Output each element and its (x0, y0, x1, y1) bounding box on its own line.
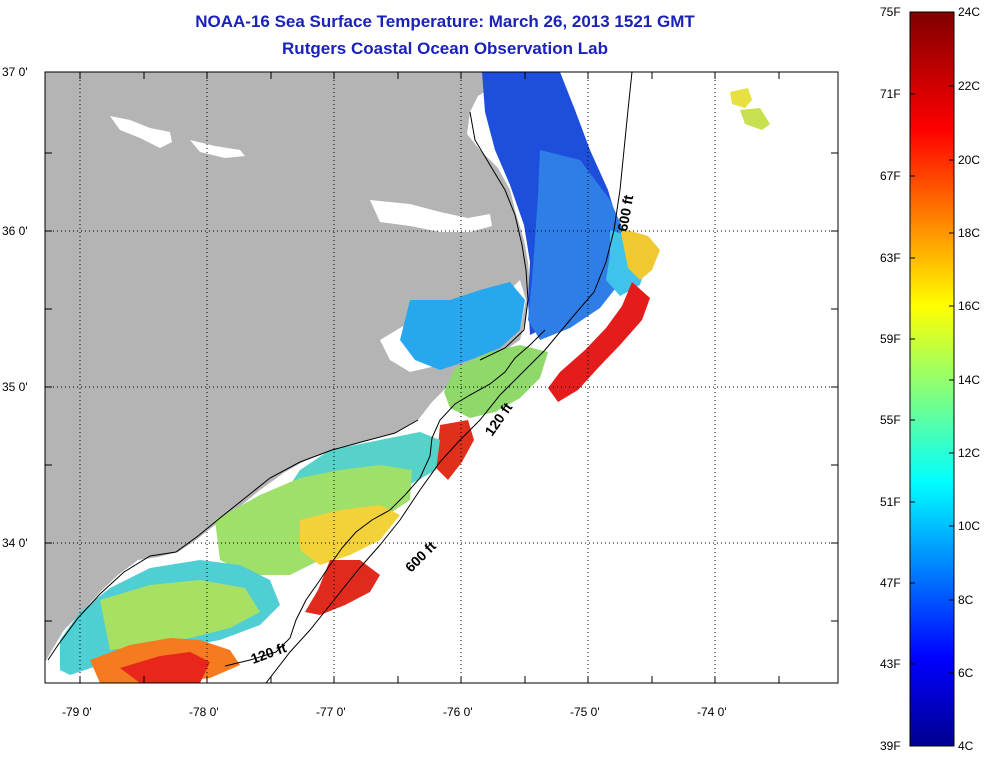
map-frame (44, 71, 839, 684)
cbar-f-63: 63F (880, 251, 901, 265)
cbar-c-8: 8C (958, 593, 974, 607)
coastline-south (47, 419, 419, 661)
sst-capefear-red (305, 560, 380, 615)
chesapeake-bay (110, 116, 172, 148)
sst-outer-banks-green (444, 345, 548, 418)
cbar-f-55: 55F (880, 413, 901, 427)
sst-south-red (120, 652, 210, 683)
sst-onslow-yellow (300, 505, 400, 565)
colorbar-gradient (909, 11, 955, 747)
sst-gulfstream-red (548, 282, 650, 402)
cbar-f-47: 47F (880, 576, 901, 590)
colorbar-ticks (910, 85, 954, 674)
contour-label-600ft-north: 600 ft (614, 193, 636, 232)
lon-label-74: -74 0' (697, 705, 727, 719)
cbar-f-59: 59F (880, 332, 901, 346)
lon-label-78: -78 0' (189, 705, 219, 719)
cbar-f-51: 51F (880, 495, 901, 509)
lon-label-76: -76 0' (443, 705, 473, 719)
cbar-c-6: 6C (958, 666, 974, 680)
cbar-c-10: 10C (958, 519, 981, 533)
cbar-c-12: 12C (958, 446, 981, 460)
cbar-f-67: 67F (880, 169, 901, 183)
lon-label-77: -77 0' (316, 705, 346, 719)
isobath-120ft (224, 329, 546, 667)
lon-label-79: -79 0' (62, 705, 92, 719)
sst-map: 600 ft 120 ft 600 ft 120 ft (44, 71, 839, 684)
cbar-c-18: 18C (958, 226, 981, 240)
map-title: NOAA-16 Sea Surface Temperature: March 2… (195, 12, 695, 31)
lat-label-35: 35 0' (2, 380, 28, 394)
cbar-c-20: 20C (958, 153, 981, 167)
sst-north-midblue (528, 150, 628, 340)
map-subtitle: Rutgers Coastal Ocean Observation Lab (282, 39, 608, 58)
lat-label-36: 36 0' (2, 224, 28, 238)
cbar-f-75: 75F (880, 5, 901, 19)
coastline-north (469, 111, 529, 361)
cbar-f-43: 43F (880, 657, 901, 671)
latitude-gridlines (45, 230, 838, 544)
cbar-c-14: 14C (958, 373, 981, 387)
sst-pamlico-cyan (400, 282, 525, 370)
cbar-c-4: 4C (958, 739, 974, 753)
sst-northeast-green (740, 108, 770, 130)
sst-northeast-yellow (730, 88, 752, 108)
cbar-c-16: 16C (958, 299, 981, 313)
isobath-600ft-north (265, 72, 633, 683)
cbar-c-22: 22C (958, 79, 981, 93)
lon-label-75: -75 0' (570, 705, 600, 719)
sst-gulfstream-yellow (620, 228, 660, 280)
bay-inlet (190, 140, 245, 158)
lat-label-34: 34 0' (2, 536, 28, 550)
lat-label-37: 37 0' (2, 65, 28, 79)
cbar-f-39: 39F (880, 739, 901, 753)
sst-longbay-green (100, 580, 260, 650)
cbar-f-71: 71F (880, 87, 901, 101)
axis-ticks (45, 72, 838, 683)
cbar-c-24: 24C (958, 5, 981, 19)
